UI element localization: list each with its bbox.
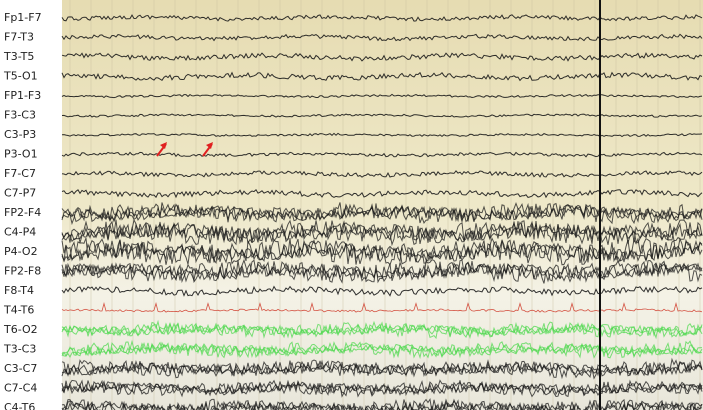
channel-label: C7-C4 [4,382,37,395]
channel-label: C4-P4 [4,226,36,239]
channel-label: FP2-F4 [4,206,41,219]
channel-label: C3-P3 [4,128,36,141]
channel-label: T3-C3 [3,343,36,356]
channel-label: T4-T6 [3,304,34,317]
channel-label: F7-T3 [4,31,34,44]
channel-label: F8-T4 [4,284,34,297]
channel-label: P3-O1 [4,148,38,161]
channel-label: P4-O2 [4,245,38,258]
channel-label: F7-C7 [4,167,36,180]
eeg-screen: Fp1-F7 F7-T3 T3-T5 T5-O1 FP1-F3 F3-C3 C3-P3 P3-… [0,0,703,410]
channel-label: T3-T5 [3,50,34,63]
channel-label: C7-P7 [4,187,36,200]
channel-labels: Fp1-F7 F7-T3 T3-T5 T5-O1 FP1-F3 F3-C3 C3-P3 P3-… [3,11,42,410]
channel-label: C4-T6 [4,401,35,410]
channel-label: C3-C7 [4,362,37,375]
channel-label: T5-O1 [3,70,38,83]
channel-label: F3-C3 [4,109,36,122]
channel-label: FP2-F8 [4,265,41,278]
channel-label: FP1-F3 [4,89,41,102]
channel-label: Fp1-F7 [4,11,42,24]
channel-label: T6-O2 [3,323,38,336]
